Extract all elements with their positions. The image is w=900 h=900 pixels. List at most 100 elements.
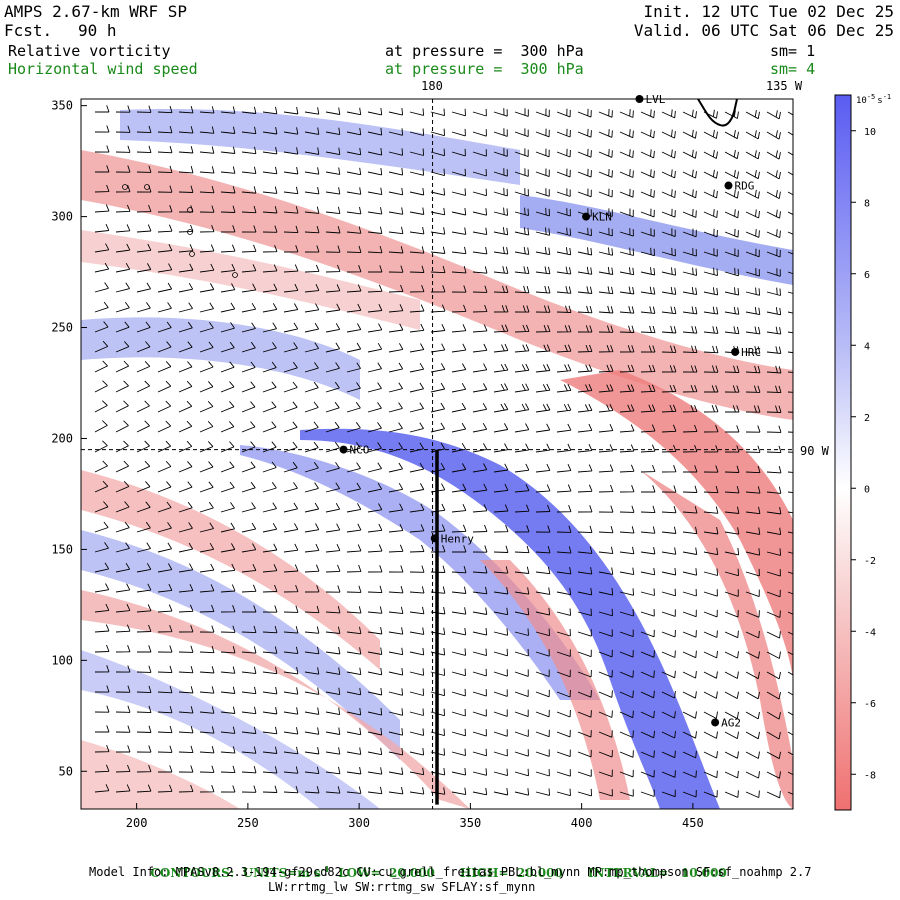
wind-barb: [598, 247, 614, 256]
wind-barb: [682, 189, 697, 199]
wind-barb: [640, 325, 656, 334]
wind-barb: [577, 168, 592, 178]
wind-barb: [283, 626, 299, 634]
wind-barb: [725, 425, 740, 433]
wind-barb: [745, 589, 760, 598]
wind-barb: [325, 127, 341, 136]
wind-barb: [199, 461, 214, 473]
wind-barb: [178, 341, 193, 353]
wind-barb: [682, 129, 697, 139]
wind-barb: [766, 307, 782, 316]
wind-barb: [745, 731, 760, 740]
wind-barb: [766, 507, 782, 515]
field2-level: at pressure = 300 hPa: [385, 60, 584, 78]
wind-barb: [241, 543, 257, 553]
wind-barb: [640, 444, 656, 453]
wind-barb: [703, 306, 719, 315]
wind-barb: [283, 245, 299, 253]
valid-time: Valid. 06 UTC Sat 06 Dec 25: [633, 21, 894, 40]
wind-barb: [262, 127, 278, 135]
wind-barb: [577, 788, 592, 797]
wind-barb: [661, 384, 677, 393]
wind-barb: [766, 771, 781, 779]
wind-barb: [556, 504, 572, 513]
wind-barb: [157, 481, 172, 493]
wind-barb: [745, 326, 761, 335]
wind-barb: [94, 784, 110, 793]
wind-barb: [430, 128, 445, 137]
wind-barb: [409, 382, 424, 393]
wind-barb: [388, 728, 404, 736]
wind-barb: [115, 341, 130, 353]
wind-barb: [661, 247, 676, 257]
wind-barb: [556, 443, 572, 453]
wind-barb: [619, 546, 635, 555]
wind-barb: [304, 441, 319, 453]
wind-barb: [94, 603, 110, 613]
wind-barb: [640, 306, 656, 314]
wind-barb: [430, 246, 446, 254]
wind-barb: [430, 363, 446, 373]
wind-barb: [367, 342, 383, 353]
wind-barb: [787, 771, 793, 776]
contours-interval: INTERVAL= 10.000: [587, 866, 727, 880]
wind-barb: [451, 343, 467, 353]
wind-barb: [220, 605, 236, 613]
wind-barb: [514, 484, 530, 493]
wind-barb: [115, 165, 131, 173]
wind-barb: [283, 186, 299, 195]
wind-barb: [409, 265, 425, 273]
wind-barb: [619, 444, 635, 453]
wind-barb: [640, 247, 655, 257]
wind-barb: [598, 484, 614, 493]
wind-barb: [493, 483, 509, 493]
wind-barb: [472, 208, 488, 216]
wind-barb: [346, 687, 362, 696]
wind-barb: [346, 767, 362, 775]
wind-barb: [745, 170, 760, 180]
wind-barb: [346, 626, 362, 635]
station-marker: [711, 718, 720, 727]
wind-barb: [661, 485, 677, 493]
wind-barb: [640, 364, 656, 373]
wind-barb: [451, 128, 466, 137]
wind-barb: [724, 287, 740, 296]
wind-barb: [199, 785, 215, 793]
wind-barb: [745, 445, 761, 453]
wind-barb: [94, 204, 110, 213]
wind-barb: [283, 167, 299, 175]
wind-barb: [703, 169, 718, 179]
wind-barb: [115, 301, 130, 313]
wind-barb: [661, 650, 676, 658]
wind-barb: [262, 206, 278, 214]
wind-barb: [178, 165, 194, 174]
wind-barb: [367, 226, 383, 234]
wind-barb: [388, 168, 404, 176]
wind-barb: [199, 185, 215, 194]
wind-barb: [115, 521, 130, 533]
wind-barb: [325, 284, 341, 293]
wind-barb: [556, 128, 571, 138]
wind-barb: [367, 207, 383, 215]
wind-barb: [199, 765, 215, 773]
wind-barb: [640, 505, 656, 514]
wind-barb: [493, 363, 509, 373]
wind-barb: [241, 646, 257, 654]
wind-barb: [598, 305, 614, 314]
wind-barb: [661, 404, 677, 413]
wind-barb: [409, 187, 425, 196]
wind-barb: [682, 306, 698, 315]
wind-barb: [367, 482, 383, 493]
wind-barb: [95, 105, 110, 113]
station-label: RDG: [734, 180, 754, 193]
wind-barb: [724, 651, 739, 659]
wind-barb: [725, 405, 740, 413]
wind-barb: [619, 228, 634, 237]
wind-barb: [535, 364, 551, 373]
wind-barb: [787, 631, 793, 636]
wind-barb: [388, 402, 403, 413]
wind-barb: [304, 727, 320, 735]
wind-barb: [136, 481, 151, 493]
wind-barb: [346, 442, 361, 453]
wind-barb: [367, 727, 383, 736]
